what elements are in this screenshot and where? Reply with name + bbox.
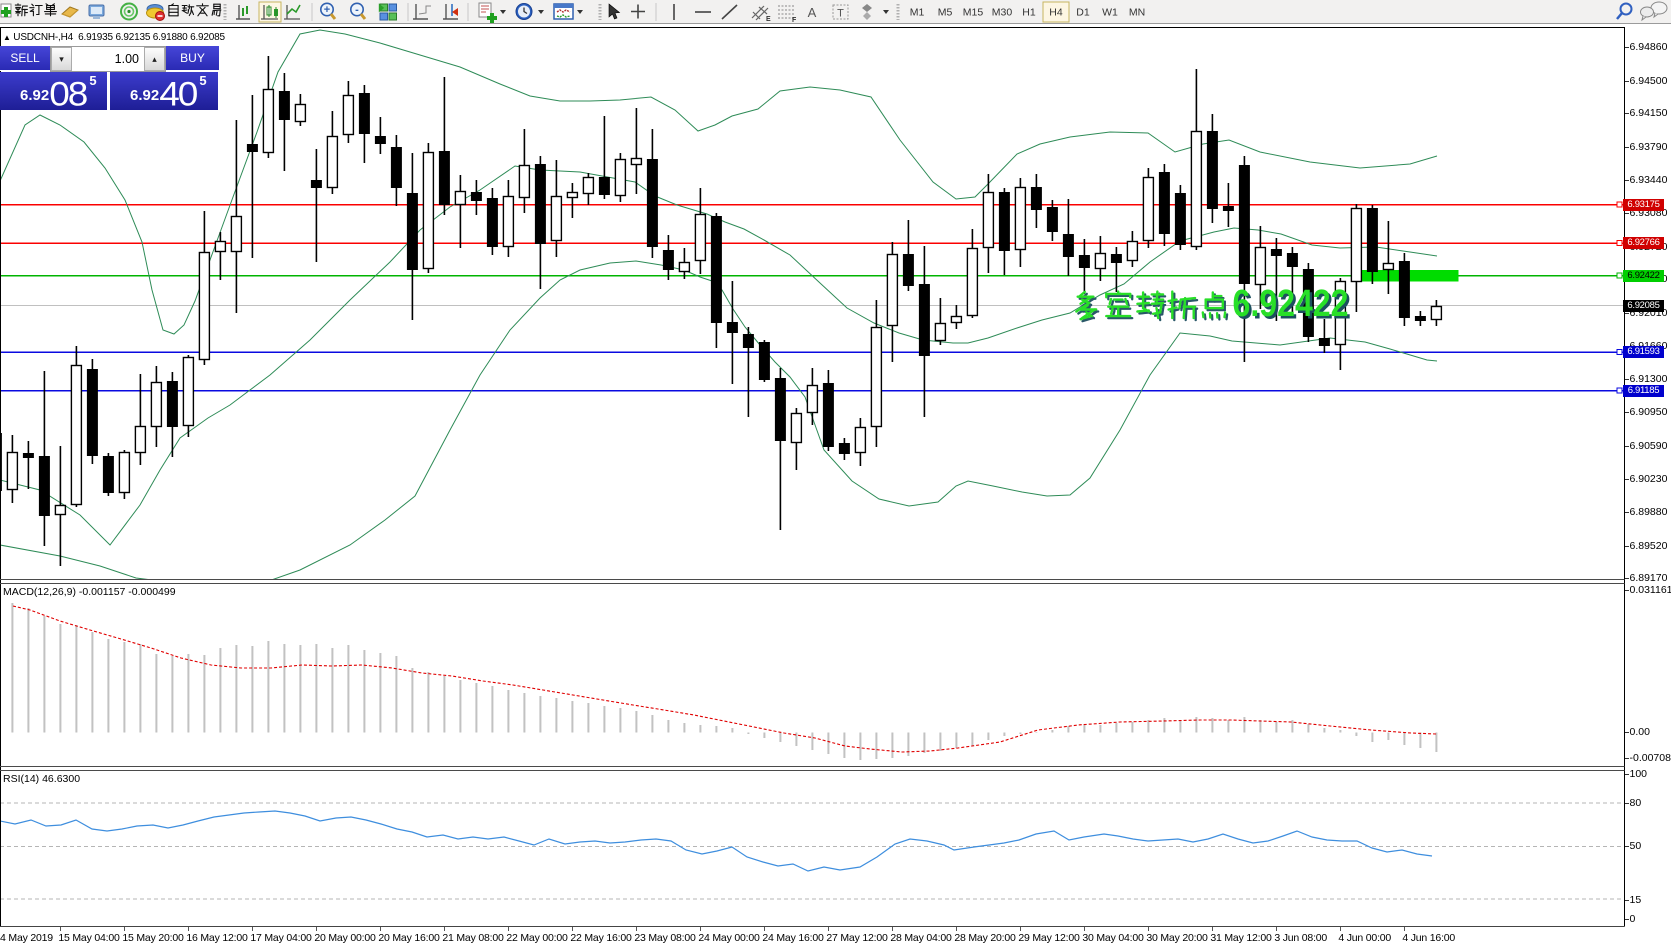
svg-text:H1: H1 <box>1022 7 1036 19</box>
svg-text:M1: M1 <box>910 7 925 19</box>
svg-text:M30: M30 <box>992 7 1013 19</box>
svg-text:A: A <box>808 5 817 20</box>
svg-text:+: + <box>324 4 330 16</box>
svg-text:-: - <box>355 4 359 16</box>
svg-text:F: F <box>792 17 797 24</box>
svg-text:D1: D1 <box>1076 7 1090 19</box>
svg-text:MACD(12,26,9) -0.001157 -0.000: MACD(12,26,9) -0.001157 -0.000499 <box>3 586 176 598</box>
svg-text:E: E <box>766 16 771 23</box>
svg-text:M5: M5 <box>938 7 953 19</box>
svg-text:H4: H4 <box>1049 7 1063 19</box>
svg-text:M15: M15 <box>963 7 984 19</box>
svg-text:W1: W1 <box>1102 7 1118 19</box>
svg-text:MN: MN <box>1129 7 1145 19</box>
svg-text:6.92422: 6.92422 <box>1233 283 1349 325</box>
svg-text:T: T <box>837 8 844 20</box>
svg-text:RSI(14) 46.6300: RSI(14) 46.6300 <box>3 773 80 785</box>
svg-text:6.92422: 6.92422 <box>1235 286 1351 328</box>
